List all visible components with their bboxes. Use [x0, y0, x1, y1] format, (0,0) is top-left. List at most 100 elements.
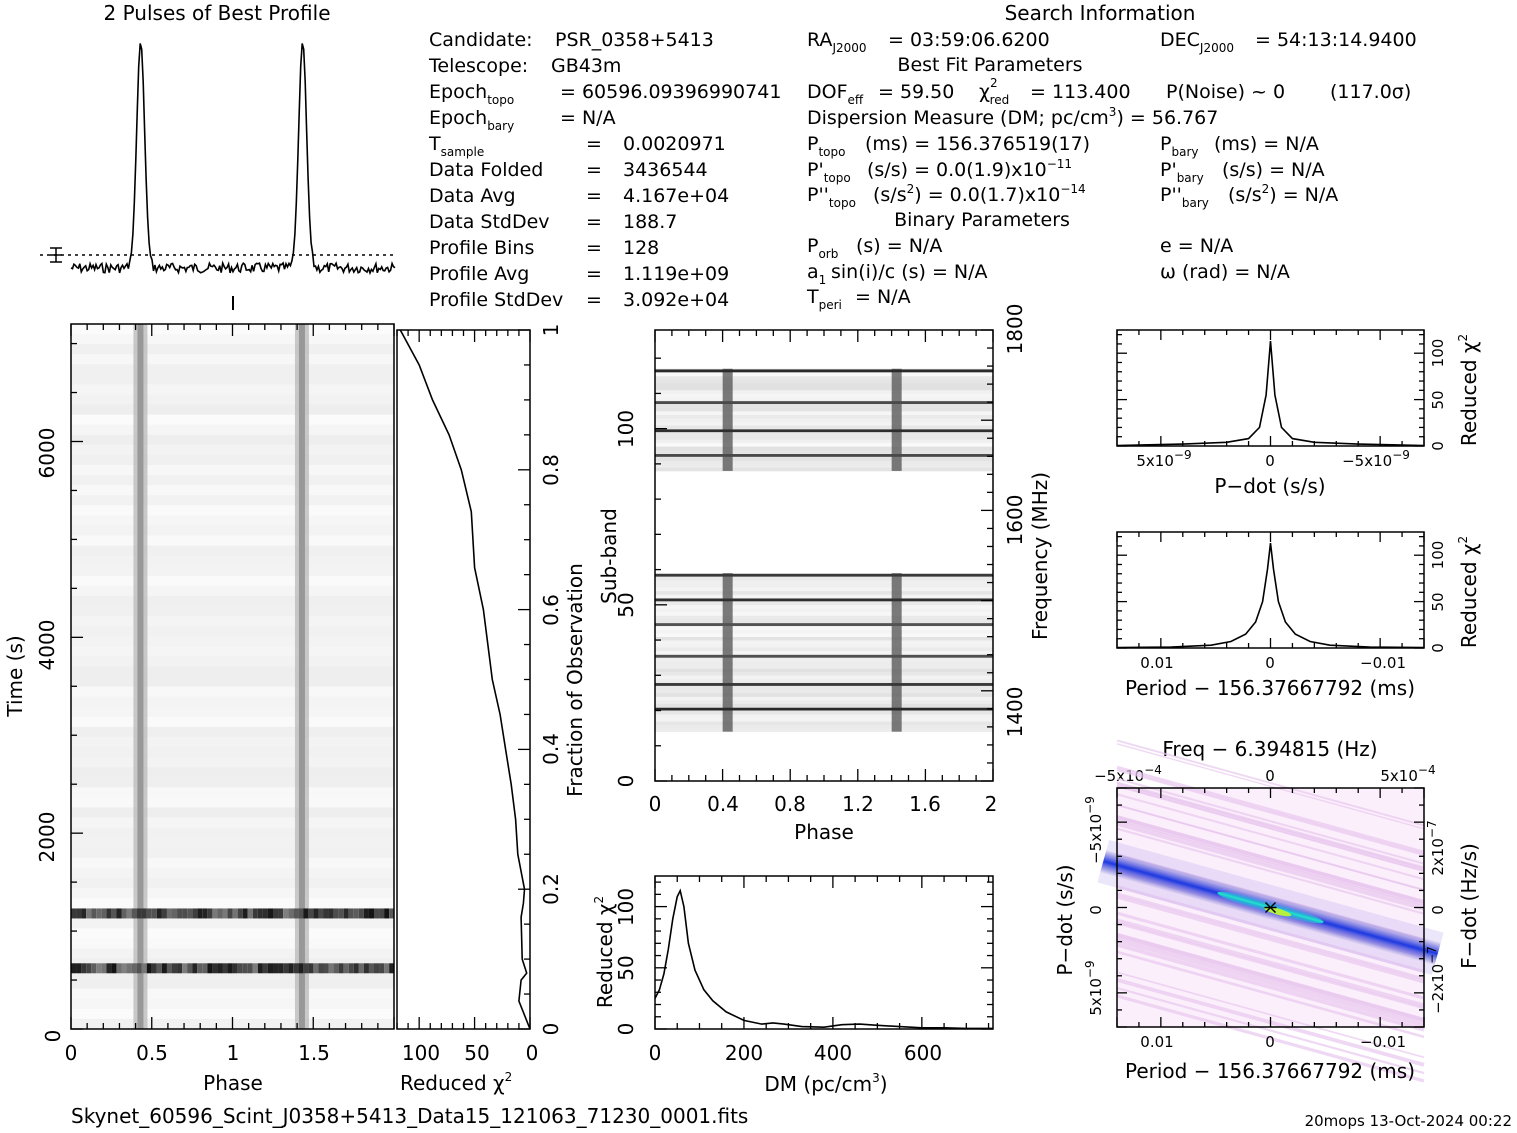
sb-row: [655, 689, 993, 694]
sb-row: [655, 435, 993, 440]
tp-rfi-cell: [106, 963, 112, 974]
pp-stripe: [1116, 932, 1425, 1021]
sb-row: [655, 675, 993, 680]
tp-rfi-cell: [126, 908, 132, 919]
tp-rfi-cell: [136, 963, 142, 974]
freq-tick-1600: 1600: [1003, 495, 1027, 546]
pp-stripe: [1116, 815, 1425, 904]
pp-stripe: [1116, 938, 1425, 1028]
time-phase-panel: 0 2000 4000 6000 0 0.5 1 1.5 Phase Time …: [3, 323, 395, 1095]
tp-rfi-cell: [121, 963, 127, 974]
time-tick-2000: 2000: [35, 812, 59, 863]
tp-row: [71, 686, 394, 698]
time-tick-0: 0: [41, 1030, 65, 1043]
ppdot-ylabel: P−dot (s/s): [1053, 864, 1077, 975]
pp-top-tick-0: 0: [1265, 767, 1275, 785]
tp-row: [71, 535, 394, 547]
tp-row: [71, 817, 394, 829]
pp-stripe: [1116, 894, 1425, 981]
subband-heatmap: [655, 368, 993, 733]
sb-row: [655, 456, 993, 461]
pbary-value: (ms) = N/A: [1214, 133, 1319, 155]
period-panel: 0.01 0 −0.01 Period − 156.37667792 (ms) …: [1116, 531, 1481, 700]
tp-rfi-cell: [328, 963, 334, 974]
tp-rfi-cell: [91, 963, 97, 974]
sb-row: [655, 432, 993, 437]
a1-value: sin(i)/c (s) = N/A: [831, 261, 988, 283]
tp-row: [71, 414, 394, 426]
candidate-label: Candidate:: [429, 29, 533, 51]
tp-row: [71, 1008, 394, 1020]
sb-pulse: [722, 368, 733, 471]
pdot-ticks: [1116, 330, 1425, 447]
tp-rfi-cell: [111, 963, 117, 974]
tp-pulse-core: [298, 324, 305, 1029]
tp-rfi-cell: [308, 908, 314, 919]
sb-row: [655, 668, 993, 673]
stat-value: 3436544: [623, 159, 708, 181]
tp-row: [71, 666, 394, 677]
tp-row: [71, 485, 394, 496]
tp-rfi-cell: [328, 908, 334, 919]
tp-row: [71, 716, 394, 728]
tp-rfi-cell: [338, 963, 344, 974]
tperi-value: = N/A: [855, 286, 911, 308]
tp-rfi-cell: [273, 963, 279, 974]
tp-rfi-cell: [232, 963, 238, 974]
ppdot-heatmap: [1097, 739, 1444, 1083]
tp-rfi-cell: [166, 908, 172, 919]
stat-label: Profile Bins: [429, 237, 534, 259]
pddtopo-label: P''topo: [807, 184, 856, 210]
tp-rfi-cell: [136, 908, 142, 919]
fdot-ylabel: F−dot (Hz/s): [1457, 843, 1481, 969]
sb-row: [655, 580, 993, 585]
sb-row: [655, 604, 993, 609]
profile-title: 2 Pulses of Best Profile: [104, 1, 331, 25]
pp-right-tick-pos: 2x10−7: [1425, 820, 1447, 875]
tp-rfi-cell: [343, 963, 349, 974]
sb-row: [655, 587, 993, 592]
tp-row: [71, 444, 394, 456]
dm-text: Dispersion Measure (DM; pc/cm3) = 56.767: [807, 105, 1218, 129]
fraction-tick-0.6: 0.6: [539, 594, 563, 626]
tp-rfi-cell: [192, 963, 198, 974]
epoch-topo-label: Epochtopo: [429, 81, 514, 107]
tp-row: [71, 616, 394, 627]
pp-stripe: [1116, 768, 1425, 856]
stat-label: Profile StdDev: [429, 289, 563, 311]
sb-strong-row: [655, 623, 993, 626]
tp-rfi-cell: [389, 908, 395, 919]
fraction-tick-0: 0: [539, 1023, 563, 1036]
subband-xlabel: Phase: [794, 820, 854, 844]
tp-rfi-cell: [353, 963, 359, 974]
tp-row: [71, 736, 394, 748]
tp-rfi-cell: [187, 963, 193, 974]
tp-row: [71, 706, 394, 718]
tp-rfi-cell: [192, 908, 198, 919]
sb-row: [655, 407, 993, 412]
tp-rfi-cell: [202, 908, 208, 919]
pdbary-label: P'bary: [1160, 159, 1204, 185]
sb-row: [655, 601, 993, 606]
pp-stripe: [1116, 950, 1425, 1039]
tp-rfi-cell: [96, 963, 102, 974]
tp-rfi-cell: [86, 963, 92, 974]
stat-label: Profile Avg: [429, 263, 529, 285]
tp-rfi-cell: [106, 908, 112, 919]
period-tick-0: 0: [1265, 654, 1275, 672]
best-fit-marker-icon: [1264, 901, 1277, 914]
redchi-tick-100: 100: [402, 1041, 440, 1065]
stat-label: Data Avg: [429, 185, 516, 207]
tp-rfi-cell: [308, 963, 314, 974]
pp-stripe: [1116, 885, 1425, 974]
tp-rfi-cell: [207, 908, 213, 919]
candidate-info-block: Candidate: PSR_0358+5413 Telescope: GB43…: [428, 29, 781, 311]
dec-value: = 54:13:14.9400: [1255, 29, 1417, 51]
tp-row: [71, 424, 394, 436]
tp-row: [71, 465, 394, 476]
stat-value: 3.092e+04: [623, 289, 729, 311]
tp-rfi-cell: [202, 963, 208, 974]
sb-row: [655, 664, 993, 669]
sb-strong-row: [655, 573, 993, 577]
